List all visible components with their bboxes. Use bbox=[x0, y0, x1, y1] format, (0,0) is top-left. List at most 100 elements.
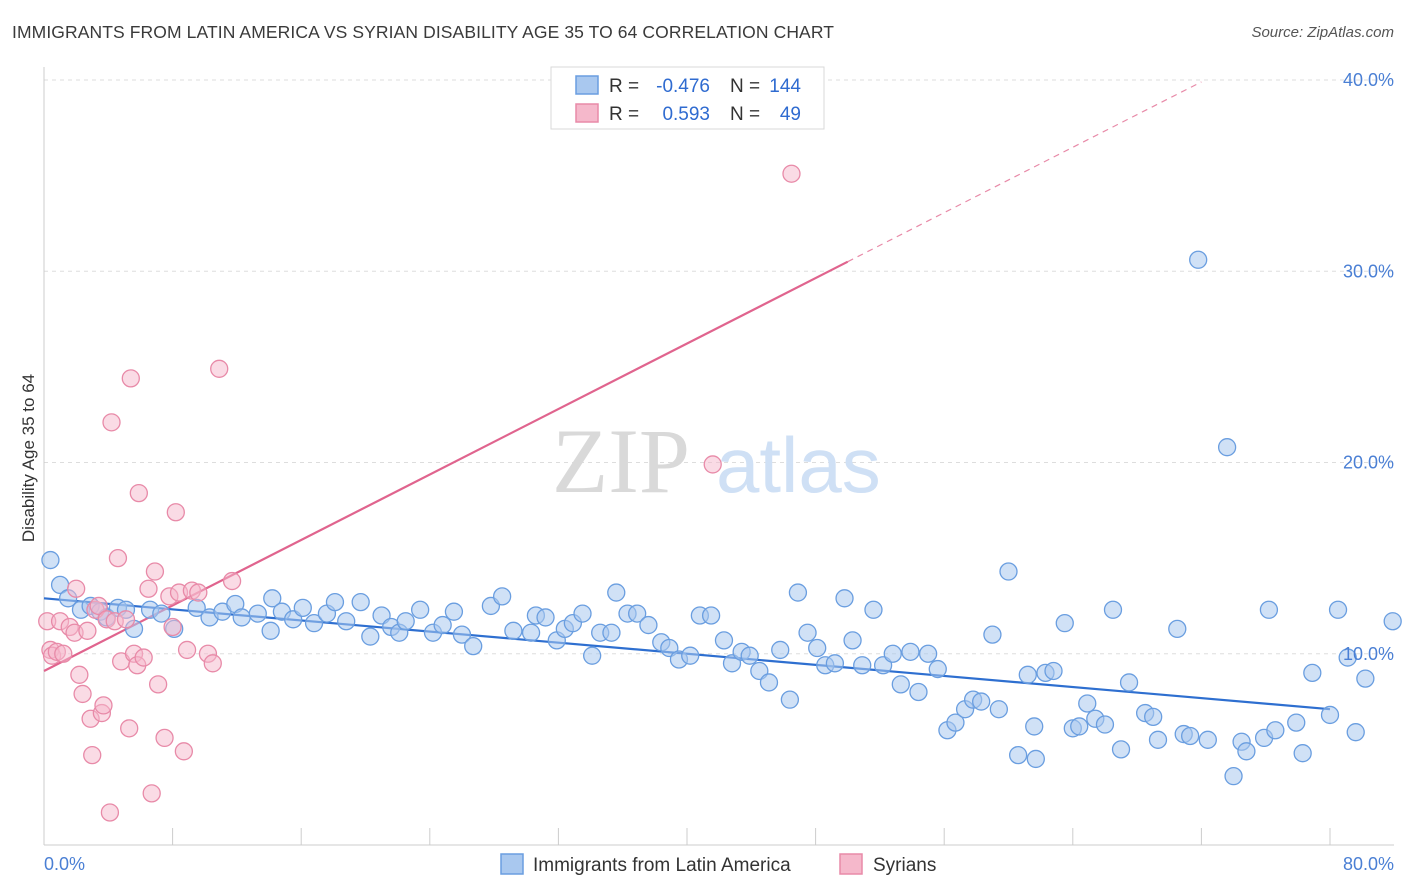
point-latin-america bbox=[999, 562, 1018, 581]
point-latin-america bbox=[771, 640, 790, 660]
point-latin-america bbox=[1119, 673, 1139, 692]
point-latin-america bbox=[853, 656, 872, 675]
legend-n-label-1: N = bbox=[730, 76, 760, 97]
y-tick-labels: 10.0% 20.0% 30.0% 40.0% bbox=[1343, 70, 1394, 664]
point-syrians bbox=[163, 617, 182, 637]
y-tick-label: 30.0% bbox=[1343, 261, 1394, 281]
point-latin-america bbox=[740, 646, 759, 665]
point-latin-america bbox=[1095, 715, 1115, 734]
point-latin-america bbox=[983, 625, 1002, 644]
point-latin-america bbox=[1338, 648, 1357, 667]
point-latin-america bbox=[681, 646, 700, 665]
point-syrians bbox=[142, 784, 161, 803]
point-syrians bbox=[54, 644, 73, 663]
point-latin-america bbox=[1217, 438, 1237, 457]
point-latin-america bbox=[41, 550, 60, 570]
point-latin-america bbox=[1044, 661, 1063, 681]
point-syrians bbox=[94, 696, 113, 715]
point-syrians bbox=[210, 359, 229, 378]
point-latin-america bbox=[433, 615, 452, 635]
point-latin-america bbox=[1111, 740, 1131, 759]
point-latin-america bbox=[701, 606, 721, 625]
bottom-legend-swatch-pink bbox=[839, 853, 863, 875]
point-latin-america bbox=[504, 621, 523, 640]
point-syrians bbox=[203, 654, 222, 673]
legend-r-label-2: R = bbox=[609, 104, 639, 125]
source-credit: Source: ZipAtlas.com bbox=[1251, 24, 1394, 41]
point-latin-america bbox=[989, 700, 1009, 719]
point-latin-america bbox=[918, 644, 938, 663]
point-latin-america bbox=[825, 654, 845, 673]
point-latin-america bbox=[1293, 744, 1312, 763]
point-latin-america bbox=[1070, 717, 1089, 736]
x-tick-labels: 0.0% 80.0% bbox=[44, 854, 1394, 874]
point-syrians bbox=[70, 665, 89, 684]
point-latin-america bbox=[464, 636, 483, 656]
point-latin-america bbox=[396, 612, 415, 631]
bottom-legend-swatch-blue bbox=[500, 853, 524, 875]
point-syrians bbox=[189, 583, 208, 602]
point-latin-america bbox=[536, 608, 555, 627]
bottom-legend-label-2: Syrians bbox=[873, 855, 936, 876]
point-syrians bbox=[166, 503, 185, 522]
axes bbox=[43, 67, 1394, 846]
point-latin-america bbox=[639, 615, 658, 635]
point-latin-america bbox=[1018, 665, 1037, 684]
y-tick-label: 20.0% bbox=[1343, 453, 1394, 473]
point-latin-america bbox=[1237, 742, 1256, 761]
point-latin-america bbox=[411, 600, 430, 619]
point-latin-america bbox=[835, 589, 854, 608]
point-syrians bbox=[83, 745, 102, 765]
point-latin-america bbox=[293, 598, 312, 617]
point-latin-america bbox=[583, 646, 602, 665]
point-latin-america bbox=[325, 592, 345, 612]
legend-box: R = -0.476 N = 144 R = 0.593 N = 49 bbox=[550, 66, 825, 130]
y-axis-label: Disability Age 35 to 64 bbox=[19, 374, 38, 542]
point-latin-america bbox=[928, 659, 947, 679]
point-latin-america bbox=[972, 692, 991, 711]
point-latin-america bbox=[1144, 707, 1163, 727]
point-latin-america bbox=[1266, 721, 1285, 740]
point-latin-america bbox=[1303, 663, 1322, 683]
point-latin-america bbox=[1346, 723, 1365, 742]
point-latin-america bbox=[1055, 614, 1074, 633]
point-latin-america bbox=[780, 690, 800, 709]
watermark-atlas: atlas bbox=[716, 421, 881, 509]
x-tick-label-max: 80.0% bbox=[1343, 854, 1394, 874]
chart-title: IMMIGRANTS FROM LATIN AMERICA VS SYRIAN … bbox=[12, 22, 835, 42]
point-syrians bbox=[782, 164, 801, 183]
point-latin-america bbox=[883, 644, 902, 663]
point-syrians bbox=[155, 728, 174, 748]
point-syrians bbox=[121, 369, 140, 388]
point-latin-america bbox=[1026, 749, 1045, 769]
legend-r-value-1: -0.476 bbox=[656, 76, 710, 97]
trend-line-syrians-extension bbox=[847, 81, 1202, 263]
point-latin-america bbox=[263, 589, 282, 608]
point-latin-america bbox=[1078, 694, 1097, 713]
y-tick-label: 10.0% bbox=[1343, 644, 1394, 664]
point-latin-america bbox=[1198, 730, 1217, 749]
point-syrians bbox=[134, 648, 153, 667]
point-latin-america bbox=[452, 625, 472, 644]
legend-r-value-2: 0.593 bbox=[662, 104, 710, 125]
point-syrians bbox=[145, 562, 165, 581]
legend-n-value-2: 49 bbox=[780, 104, 801, 125]
point-latin-america bbox=[1025, 717, 1044, 736]
point-latin-america bbox=[1383, 612, 1402, 631]
bottom-legend: Immigrants from Latin America Syrians bbox=[500, 853, 936, 876]
legend-r-label-1: R = bbox=[609, 76, 639, 97]
point-syrians bbox=[222, 571, 242, 591]
data-points bbox=[38, 164, 1402, 822]
x-tick-label-min: 0.0% bbox=[44, 854, 85, 874]
point-latin-america bbox=[628, 604, 647, 623]
legend-swatch-pink bbox=[575, 103, 599, 123]
point-latin-america bbox=[788, 583, 808, 602]
point-latin-america bbox=[607, 583, 626, 602]
legend-n-value-1: 144 bbox=[769, 76, 801, 97]
point-latin-america bbox=[351, 592, 370, 612]
point-latin-america bbox=[1008, 745, 1028, 765]
bottom-legend-label-1: Immigrants from Latin America bbox=[533, 855, 791, 876]
point-latin-america bbox=[1320, 705, 1340, 725]
point-latin-america bbox=[261, 621, 280, 640]
